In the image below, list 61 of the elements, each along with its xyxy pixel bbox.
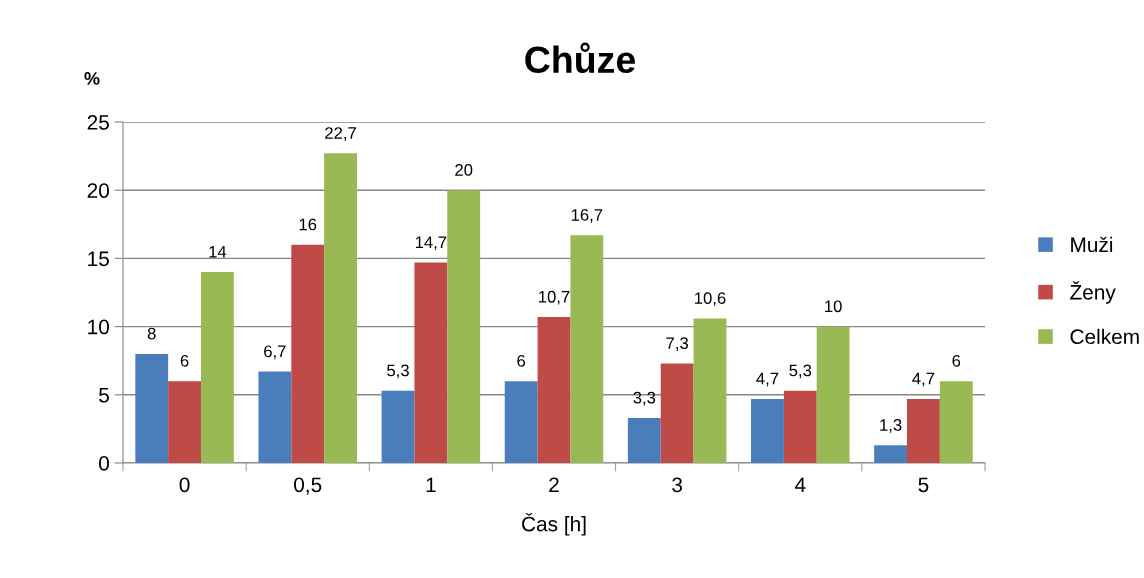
data-label: 14,7 (415, 236, 447, 251)
bar (291, 244, 325, 463)
x-tick-label: 2 (549, 477, 559, 492)
data-label: 10 (825, 300, 842, 313)
bar (324, 153, 357, 463)
data-label: 1,3 (880, 419, 902, 433)
bar (570, 235, 604, 463)
data-label: 6,7 (264, 345, 286, 360)
data-label: 6 (517, 354, 526, 367)
bar (907, 398, 940, 463)
bar (874, 445, 908, 463)
y-tick-label: 20 (87, 183, 109, 198)
legend-label: Celkem (1070, 328, 1139, 345)
data-label: 8 (147, 327, 156, 340)
y-tick-label: 15 (88, 251, 109, 267)
bar (258, 371, 292, 463)
bar (168, 381, 201, 463)
x-tick-label: 1 (426, 477, 436, 492)
data-label: 14 (209, 246, 227, 258)
x-tick-label: 4 (794, 477, 806, 492)
data-label: 10,6 (695, 292, 726, 306)
x-tick-label: 0 (179, 477, 190, 493)
data-label: 6 (180, 354, 189, 367)
bar (627, 417, 661, 463)
bar (135, 353, 169, 463)
data-label: 6 (952, 354, 961, 367)
bar (660, 363, 694, 463)
data-label: 22,7 (325, 127, 356, 141)
y-tick-label: 5 (99, 388, 109, 403)
bar (783, 390, 817, 463)
data-label: 20 (455, 163, 473, 176)
data-label: 5,3 (387, 364, 409, 379)
bar (504, 381, 538, 463)
x-tick-label: 3 (672, 477, 683, 493)
data-label: 16 (299, 218, 317, 231)
data-label: 5,3 (789, 364, 812, 379)
bar (939, 381, 973, 463)
bar (447, 190, 481, 463)
data-label: 4,7 (756, 372, 779, 387)
x-axis-title: Čas [h] (522, 512, 586, 536)
legend-label: Ženy (1070, 281, 1116, 304)
bar (537, 317, 571, 463)
data-label: 7,3 (666, 337, 688, 351)
bar (381, 390, 415, 463)
y-tick-label: 0 (99, 456, 109, 471)
y-tick-label: 10 (88, 319, 109, 335)
y-axis-title: % (84, 72, 100, 85)
data-label: 10,7 (539, 290, 570, 305)
legend-label: Muži (1071, 236, 1113, 253)
chart-title: Chůze (525, 42, 635, 74)
x-tick-label: 0,5 (294, 477, 322, 495)
data-label: 4,7 (912, 372, 935, 387)
data-label: 3,3 (633, 391, 656, 406)
bar (816, 326, 850, 463)
y-tick-label: 25 (87, 115, 109, 130)
x-tick-label: 5 (918, 477, 929, 493)
bar (751, 398, 784, 463)
bar (200, 272, 234, 463)
bar (414, 262, 448, 463)
bar (693, 318, 727, 463)
data-label: 16,7 (571, 209, 603, 223)
